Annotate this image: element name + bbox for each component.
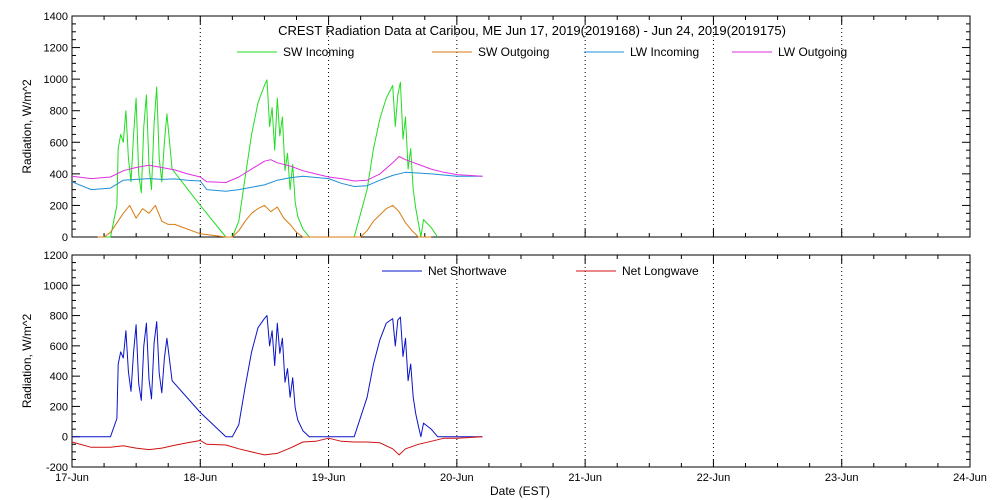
x-tick-label: 22-Jun bbox=[697, 472, 731, 484]
top-panel: 0 200 400 600 800 1000 1200 1400 Radiation, W/m^… bbox=[20, 11, 971, 244]
y-tick-label: 400 bbox=[50, 169, 68, 181]
y-tick-label: 600 bbox=[50, 137, 68, 149]
x-axis-label: Date (EST) bbox=[490, 484, 550, 498]
y-tick-label: 400 bbox=[50, 371, 68, 383]
series-line-lw-outgoing bbox=[71, 156, 483, 183]
x-tick-label: 21-Jun bbox=[568, 472, 602, 484]
y-tick-label: 1000 bbox=[44, 280, 68, 292]
y-tick-label: 0 bbox=[62, 432, 68, 444]
series-line-sw-outgoing bbox=[97, 204, 432, 238]
y-tick-label: 1000 bbox=[44, 74, 68, 86]
y-tick-label: 600 bbox=[50, 341, 68, 353]
x-tick-label: 18-Jun bbox=[183, 472, 217, 484]
y-tick-label: 200 bbox=[50, 200, 68, 212]
x-tick-label: 24-Jun bbox=[953, 472, 987, 484]
y-tick-label: 1200 bbox=[44, 250, 68, 262]
y-tick-label: 800 bbox=[50, 311, 68, 323]
legend-label: SW Incoming bbox=[283, 45, 354, 59]
series-line-lw-incoming bbox=[71, 171, 483, 192]
y-tick-label: 800 bbox=[50, 106, 68, 118]
series-line-net-shortwave bbox=[72, 315, 483, 438]
y-axis-label: Radiation, W/m^2 bbox=[20, 79, 34, 174]
x-tick-label: 19-Jun bbox=[312, 472, 346, 484]
legend-label: SW Outgoing bbox=[478, 45, 549, 59]
x-tick-label: 17-Jun bbox=[55, 472, 89, 484]
legend-label: Net Shortwave bbox=[428, 264, 507, 278]
y-tick-label: 1400 bbox=[44, 11, 68, 23]
chart-title: CREST Radiation Data at Caribou, ME Jun … bbox=[278, 23, 786, 38]
y-tick-label: -200 bbox=[46, 462, 68, 474]
legend-label: LW Incoming bbox=[630, 45, 699, 59]
x-tick-label: 23-Jun bbox=[825, 472, 859, 484]
x-tick-label: 20-Jun bbox=[440, 472, 474, 484]
bottom-panel: -200 0 200 400 600 800 1000 1200 17-Jun 18-Jun 19-… bbox=[20, 250, 987, 484]
y-tick-label: 1200 bbox=[44, 43, 68, 55]
y-tick-label: 0 bbox=[62, 232, 68, 244]
y-tick-label: 200 bbox=[50, 401, 68, 413]
series-line-sw-incoming bbox=[97, 79, 439, 238]
legend-label: LW Outgoing bbox=[778, 45, 847, 59]
y-axis-label: Radiation, W/m^2 bbox=[20, 314, 34, 409]
series-line-net-longwave bbox=[71, 436, 483, 456]
legend-label: Net Longwave bbox=[622, 264, 699, 278]
